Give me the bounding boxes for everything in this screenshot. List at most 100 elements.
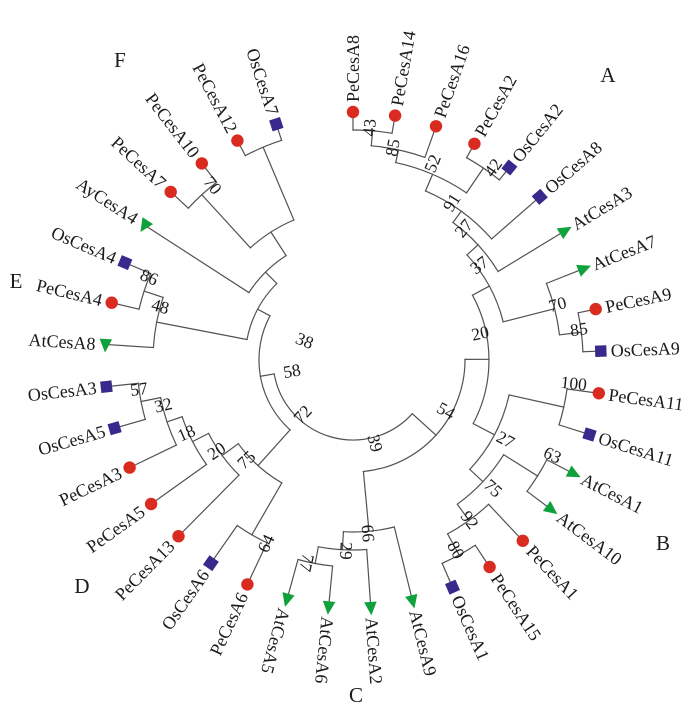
taxon-label: OsCesA9 bbox=[610, 338, 680, 361]
branch-arc bbox=[370, 145, 426, 159]
taxon-marker-circle-icon bbox=[144, 497, 158, 511]
taxon-marker-square-icon bbox=[269, 117, 284, 132]
branch-arc bbox=[207, 432, 240, 476]
bootstrap-value: 85 bbox=[381, 137, 404, 158]
branch-line bbox=[362, 470, 370, 532]
taxon-marker-triangle-icon bbox=[556, 226, 572, 240]
branch-line bbox=[166, 416, 183, 423]
taxon-marker-circle-icon bbox=[241, 578, 254, 591]
taxon-marker-circle-icon bbox=[123, 461, 136, 474]
branch-line bbox=[424, 173, 434, 192]
branch-line bbox=[508, 394, 565, 408]
branch-arc bbox=[317, 546, 368, 551]
branch-line bbox=[487, 503, 524, 542]
branch-line bbox=[456, 503, 470, 522]
clade-group-label: B bbox=[656, 531, 670, 555]
taxon-marker-circle-icon bbox=[468, 137, 481, 150]
clade-group-label: F bbox=[114, 48, 126, 72]
taxon-label: AtCesA8 bbox=[28, 330, 96, 354]
bootstrap-value: 20 bbox=[470, 321, 492, 344]
branch-arc bbox=[446, 503, 490, 535]
branch-line bbox=[366, 548, 372, 609]
branch-line bbox=[140, 396, 162, 403]
branch-line bbox=[468, 468, 484, 483]
branch-line bbox=[502, 307, 556, 323]
bootstrap-value: 70 bbox=[546, 292, 568, 316]
bootstrap-value: 48 bbox=[149, 294, 171, 318]
branch-line bbox=[143, 290, 164, 299]
branch-line bbox=[250, 482, 283, 536]
taxon-marker-triangle-icon bbox=[565, 465, 581, 478]
taxon-marker-square-icon bbox=[501, 159, 518, 176]
branch-line bbox=[128, 444, 178, 469]
bootstrap-value: 100 bbox=[560, 372, 588, 395]
taxon-marker-triangle-icon bbox=[576, 264, 592, 277]
branch-line bbox=[466, 243, 479, 256]
bootstrap-value: 52 bbox=[420, 152, 445, 176]
taxon-marker-triangle-icon bbox=[99, 338, 113, 353]
taxon-label: PeCesA8 bbox=[343, 35, 363, 102]
taxon-marker-triangle-icon bbox=[405, 593, 418, 609]
branch-line bbox=[256, 308, 271, 317]
branch-line bbox=[104, 343, 155, 349]
taxon-marker-circle-icon bbox=[388, 109, 402, 122]
taxon-marker-circle-icon bbox=[105, 296, 118, 309]
taxon-marker-square-icon bbox=[107, 421, 122, 436]
taxon-marker-circle-icon bbox=[195, 157, 208, 170]
branch-arc bbox=[258, 314, 291, 431]
clade-group-layer: A B C D E F bbox=[10, 48, 670, 707]
taxon-marker-triangle-icon bbox=[140, 217, 154, 233]
branch-line bbox=[314, 546, 319, 565]
branch-line bbox=[155, 321, 248, 341]
clade-group-label: D bbox=[74, 574, 89, 598]
branch-arc bbox=[248, 254, 287, 294]
branch-arc bbox=[468, 394, 510, 471]
branch-line bbox=[370, 130, 374, 147]
taxon-marker-circle-icon bbox=[592, 387, 605, 400]
taxon-marker-square-icon bbox=[582, 427, 597, 442]
taxon-marker-triangle-icon bbox=[282, 592, 295, 607]
branch-line bbox=[143, 224, 250, 294]
branch-line bbox=[270, 231, 287, 257]
branch-line bbox=[558, 331, 582, 336]
taxon-marker-triangle-icon bbox=[322, 600, 336, 615]
branch-line bbox=[327, 565, 334, 608]
branch-line bbox=[262, 146, 295, 221]
branch-line bbox=[490, 195, 541, 240]
taxon-marker-square-icon bbox=[202, 555, 219, 572]
taxon-marker-triangle-icon bbox=[542, 500, 558, 515]
branch-arc bbox=[342, 526, 396, 533]
branch-arc bbox=[249, 219, 295, 249]
branch-line bbox=[210, 524, 239, 565]
branch-line bbox=[472, 422, 496, 436]
taxon-marker-circle-icon bbox=[429, 120, 443, 133]
clade-group-label: C bbox=[349, 683, 363, 707]
clade-group-label: A bbox=[600, 63, 616, 87]
taxon-marker-circle-icon bbox=[516, 534, 529, 547]
branch-arc bbox=[452, 221, 499, 273]
taxon-marker-square-icon bbox=[117, 255, 133, 271]
bootstrap-value: 85 bbox=[569, 318, 589, 340]
branch-line bbox=[393, 526, 414, 602]
branch-line bbox=[200, 193, 252, 249]
taxon-marker-circle-icon bbox=[164, 185, 177, 199]
branch-line bbox=[471, 285, 491, 297]
branch-arc bbox=[159, 396, 178, 446]
bootstrap-value: 39 bbox=[363, 432, 387, 454]
branch-arc bbox=[466, 254, 504, 323]
branch-line bbox=[286, 558, 299, 600]
taxon-marker-circle-icon bbox=[231, 134, 244, 147]
bootstrap-value: 86 bbox=[137, 264, 161, 289]
branch-arc bbox=[152, 296, 164, 349]
branch-arc bbox=[273, 373, 414, 441]
branch-line bbox=[257, 429, 291, 467]
branch-arc bbox=[362, 358, 466, 473]
taxon-marker-circle-icon bbox=[589, 302, 602, 316]
taxon-marker-square-icon bbox=[100, 380, 113, 393]
branch-line bbox=[497, 230, 566, 273]
bootstrap-value: 57 bbox=[129, 378, 149, 400]
branch-line bbox=[341, 531, 345, 551]
branch-line bbox=[502, 453, 539, 477]
